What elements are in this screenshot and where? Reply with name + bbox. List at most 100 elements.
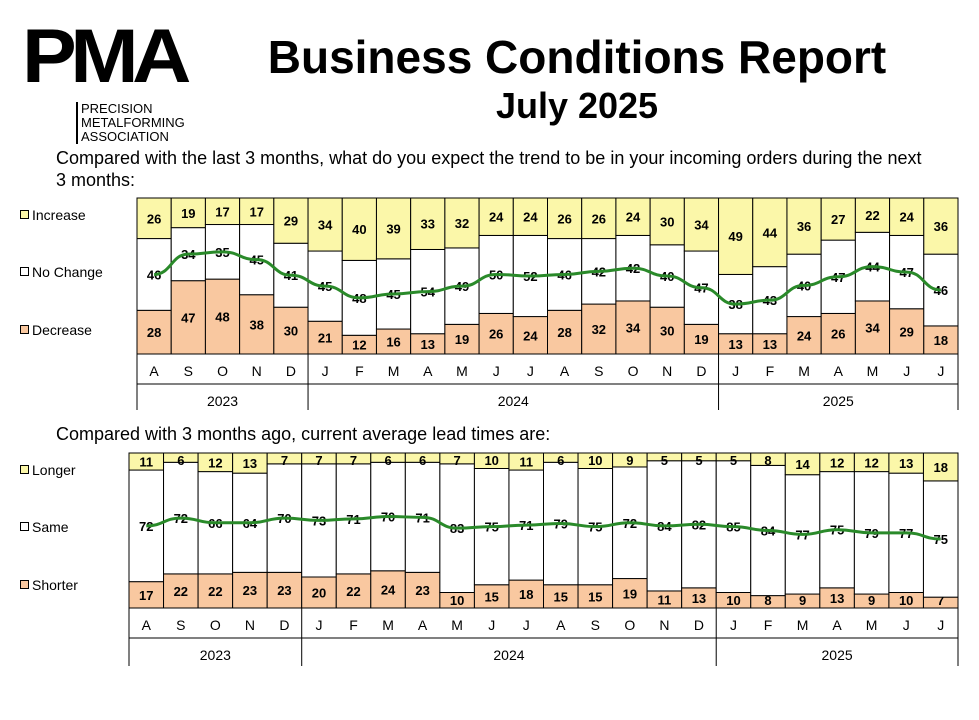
orders-label-increase: 17 bbox=[249, 204, 263, 219]
orders-month-tick: O bbox=[628, 363, 639, 379]
orders-label-increase: 44 bbox=[763, 225, 778, 240]
orders-bar-increase bbox=[410, 197, 446, 250]
leadtime-label-shorter: 9 bbox=[868, 593, 875, 608]
logo-line-1: PRECISION bbox=[81, 101, 153, 116]
leadtime-month-tick: F bbox=[349, 617, 358, 633]
orders-label-decrease: 38 bbox=[249, 317, 263, 332]
leadtime-month-tick: J bbox=[315, 617, 322, 633]
legend-shorter-label: Shorter bbox=[32, 577, 78, 593]
leadtime-label-longer: 13 bbox=[899, 456, 913, 471]
orders-bar-increase bbox=[170, 197, 206, 229]
legend-no-change: No Change bbox=[20, 264, 103, 280]
orders-label-increase: 36 bbox=[797, 219, 811, 234]
orders-label-decrease: 28 bbox=[557, 325, 571, 340]
leadtime-month-tick: O bbox=[210, 617, 221, 633]
orders-label-decrease: 34 bbox=[626, 320, 641, 335]
leadtime-label-longer: 7 bbox=[315, 453, 322, 468]
leadtime-month-tick: A bbox=[142, 617, 152, 633]
leadtime-month-tick: J bbox=[730, 617, 737, 633]
orders-label-increase: 39 bbox=[386, 221, 400, 236]
pma-logo: PMA PRECISION METALFORMING ASSOCIATION bbox=[22, 14, 202, 144]
orders-bar-increase bbox=[204, 197, 241, 226]
orders-month-tick: A bbox=[423, 363, 433, 379]
leadtime-bar-shorter bbox=[370, 570, 406, 609]
leadtime-month-tick: S bbox=[591, 617, 600, 633]
orders-label-decrease: 16 bbox=[386, 335, 400, 350]
orders-label-increase: 32 bbox=[455, 216, 469, 231]
orders-label-increase: 24 bbox=[523, 210, 538, 225]
legend-increase-label: Increase bbox=[32, 207, 86, 223]
orders-label-increase: 26 bbox=[557, 211, 571, 226]
orders-bar-increase bbox=[820, 197, 856, 241]
legend-increase-swatch bbox=[20, 210, 29, 219]
orders-bar-decrease bbox=[786, 316, 822, 355]
orders-month-tick: J bbox=[732, 363, 739, 379]
legend-same: Same bbox=[20, 519, 69, 535]
leadtime-label-shorter: 11 bbox=[658, 592, 672, 607]
orders-label-increase: 30 bbox=[660, 214, 674, 229]
logo-subtitle: PRECISION METALFORMING ASSOCIATION bbox=[76, 102, 185, 144]
leadtime-label-shorter: 23 bbox=[415, 583, 429, 598]
legend-longer-swatch bbox=[20, 465, 29, 474]
orders-label-decrease: 26 bbox=[489, 327, 503, 342]
orders-month-tick: J bbox=[527, 363, 534, 379]
leadtime-label-longer: 12 bbox=[830, 455, 844, 470]
legend-same-label: Same bbox=[32, 519, 69, 535]
orders-bar-decrease bbox=[649, 306, 685, 355]
leadtime-label-shorter: 15 bbox=[484, 589, 498, 604]
orders-year-label: 2025 bbox=[823, 393, 854, 409]
leadtime-bar-shorter bbox=[301, 576, 337, 609]
leadtime-label-longer: 5 bbox=[661, 453, 668, 468]
leadtime-month-tick: J bbox=[937, 617, 944, 633]
leadtime-month-tick: S bbox=[176, 617, 185, 633]
logo-mark: PMA bbox=[22, 14, 191, 99]
orders-label-decrease: 47 bbox=[181, 310, 195, 325]
leadtime-label-shorter: 23 bbox=[243, 583, 257, 598]
orders-label-decrease: 24 bbox=[523, 328, 538, 343]
orders-bar-decrease bbox=[889, 308, 925, 355]
orders-bar-increase bbox=[718, 197, 754, 275]
orders-bar-increase bbox=[444, 197, 480, 249]
leadtime-month-tick: M bbox=[797, 617, 809, 633]
leadtime-label-longer: 12 bbox=[864, 455, 878, 470]
leadtime-label-shorter: 22 bbox=[208, 584, 222, 599]
orders-bar-decrease bbox=[615, 300, 651, 355]
orders-label-increase: 27 bbox=[831, 212, 845, 227]
orders-label-increase: 26 bbox=[147, 211, 161, 226]
orders-bar-increase bbox=[239, 197, 275, 226]
orders-month-tick: M bbox=[867, 363, 879, 379]
orders-label-increase: 36 bbox=[934, 219, 948, 234]
leadtime-label-longer: 7 bbox=[350, 453, 357, 468]
orders-bar-decrease bbox=[136, 309, 172, 355]
leadtime-month-tick: D bbox=[694, 617, 704, 633]
orders-month-tick: F bbox=[766, 363, 775, 379]
leadtime-month-tick: F bbox=[764, 617, 773, 633]
chart1-question: Compared with the last 3 months, what do… bbox=[56, 148, 922, 190]
leadtime-month-tick: J bbox=[903, 617, 910, 633]
orders-bar-increase bbox=[923, 197, 959, 255]
legend-shorter-swatch bbox=[20, 580, 29, 589]
orders-label-decrease: 21 bbox=[318, 331, 332, 346]
legend-same-swatch bbox=[20, 522, 29, 531]
leadtime-bar-longer bbox=[922, 452, 959, 482]
leadtime-month-tick: M bbox=[382, 617, 394, 633]
leadtime-label-longer: 7 bbox=[281, 453, 288, 468]
orders-label-decrease: 19 bbox=[694, 332, 708, 347]
orders-month-tick: M bbox=[456, 363, 468, 379]
orders-label-increase: 19 bbox=[181, 206, 195, 221]
legend-no-change-label: No Change bbox=[32, 264, 103, 280]
orders-bar-no-change bbox=[923, 253, 959, 327]
legend-decrease: Decrease bbox=[20, 322, 92, 338]
orders-bar-decrease bbox=[581, 303, 617, 355]
orders-month-tick: J bbox=[493, 363, 500, 379]
orders-bar-decrease bbox=[204, 278, 241, 355]
orders-label-increase: 34 bbox=[318, 218, 333, 233]
leadtime-label-shorter: 10 bbox=[450, 593, 464, 608]
orders-bar-increase bbox=[478, 197, 514, 236]
leadtime-label-shorter: 15 bbox=[588, 589, 602, 604]
orders-bar-increase bbox=[889, 197, 925, 236]
leadtime-label-longer: 13 bbox=[243, 456, 257, 471]
leadtime-month-tick: N bbox=[245, 617, 255, 633]
